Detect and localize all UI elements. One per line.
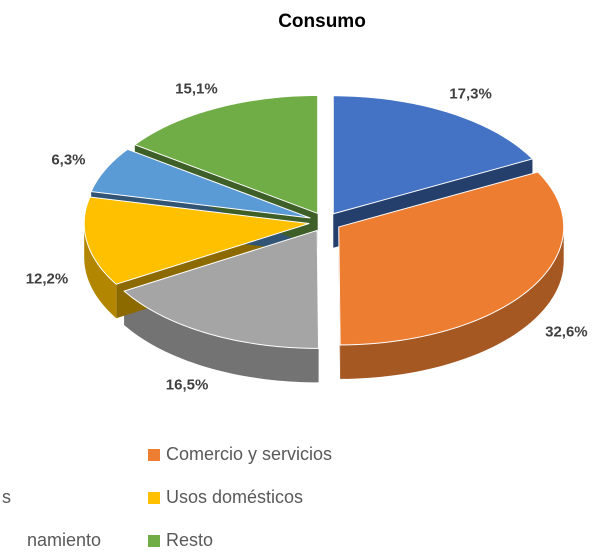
legend-swatch xyxy=(148,449,160,461)
slice xyxy=(332,95,534,215)
data-label: 17,3% xyxy=(449,86,492,103)
legend-label: Usos domésticos xyxy=(166,487,303,507)
data-label: 32,6% xyxy=(545,324,588,341)
legend-label: Comercio y servicios xyxy=(166,444,332,464)
slice-wall xyxy=(84,223,117,319)
legend-swatch xyxy=(148,535,160,547)
slice-wall xyxy=(340,226,564,379)
slice xyxy=(90,148,311,219)
chart-title: Consumo xyxy=(278,11,366,32)
slice xyxy=(338,171,565,346)
data-label: 6,3% xyxy=(51,152,85,169)
slice xyxy=(133,94,319,215)
data-label: 16,5% xyxy=(166,377,209,394)
data-label: 15,1% xyxy=(175,81,218,98)
slice-wall xyxy=(124,291,319,383)
legend-swatch xyxy=(148,492,160,504)
legend-label: namiento xyxy=(27,530,101,550)
slice xyxy=(83,196,310,285)
legend-label: Resto xyxy=(166,530,213,550)
data-label: 12,2% xyxy=(26,270,69,287)
slice xyxy=(123,229,320,349)
legend-label: s xyxy=(2,487,11,507)
